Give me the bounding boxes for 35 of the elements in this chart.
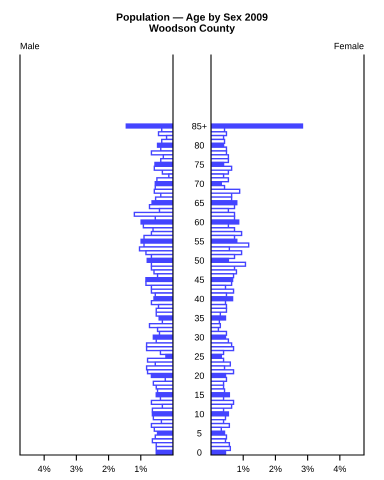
- text: Female: [334, 42, 364, 50]
- y-tick-label: 25: [194, 353, 204, 360]
- bar: [158, 131, 173, 136]
- bar: [134, 212, 173, 217]
- y-tick-label: 75: [194, 161, 204, 168]
- y-tick-label: 55: [194, 238, 204, 245]
- y-tick-label: 10: [195, 410, 204, 418]
- y-tick-label: 45: [194, 276, 204, 283]
- text: Male: [20, 42, 40, 50]
- y-tick-label: 20: [194, 372, 204, 379]
- bar: [146, 346, 173, 352]
- y-tick-label: 65: [194, 200, 204, 206]
- y-tick-label: 30: [194, 334, 204, 341]
- x-tick-label: 2%: [102, 466, 115, 472]
- x-tick-label: 4%: [334, 466, 346, 472]
- y-tick-label: 15: [195, 392, 204, 398]
- x-tick-label: 1%: [134, 466, 147, 472]
- x-tick-label: 3%: [301, 466, 314, 472]
- x-tick-label: 4%: [38, 466, 50, 472]
- chart-title: Population — Age by Sex 2009: [116, 13, 268, 23]
- y-tick-label: 60: [194, 218, 204, 226]
- y-tick-label: 5: [197, 430, 202, 436]
- chart-subtitle: Woodson County: [149, 24, 235, 34]
- y-tick-label: 40: [194, 296, 204, 302]
- x-tick-label: 2%: [269, 466, 282, 472]
- bar: [211, 123, 304, 129]
- y-tick-label: 80: [194, 142, 204, 149]
- y-tick-label: 85+: [192, 122, 207, 130]
- y-tick-label: 70: [194, 180, 204, 187]
- x-tick-label: 3%: [70, 466, 83, 472]
- y-tick-label: 0: [197, 449, 202, 456]
- y-tick-label: 50: [194, 257, 204, 264]
- y-tick-label: 35: [194, 314, 204, 322]
- x-tick-label: 1%: [237, 466, 250, 472]
- bar: [156, 450, 173, 455]
